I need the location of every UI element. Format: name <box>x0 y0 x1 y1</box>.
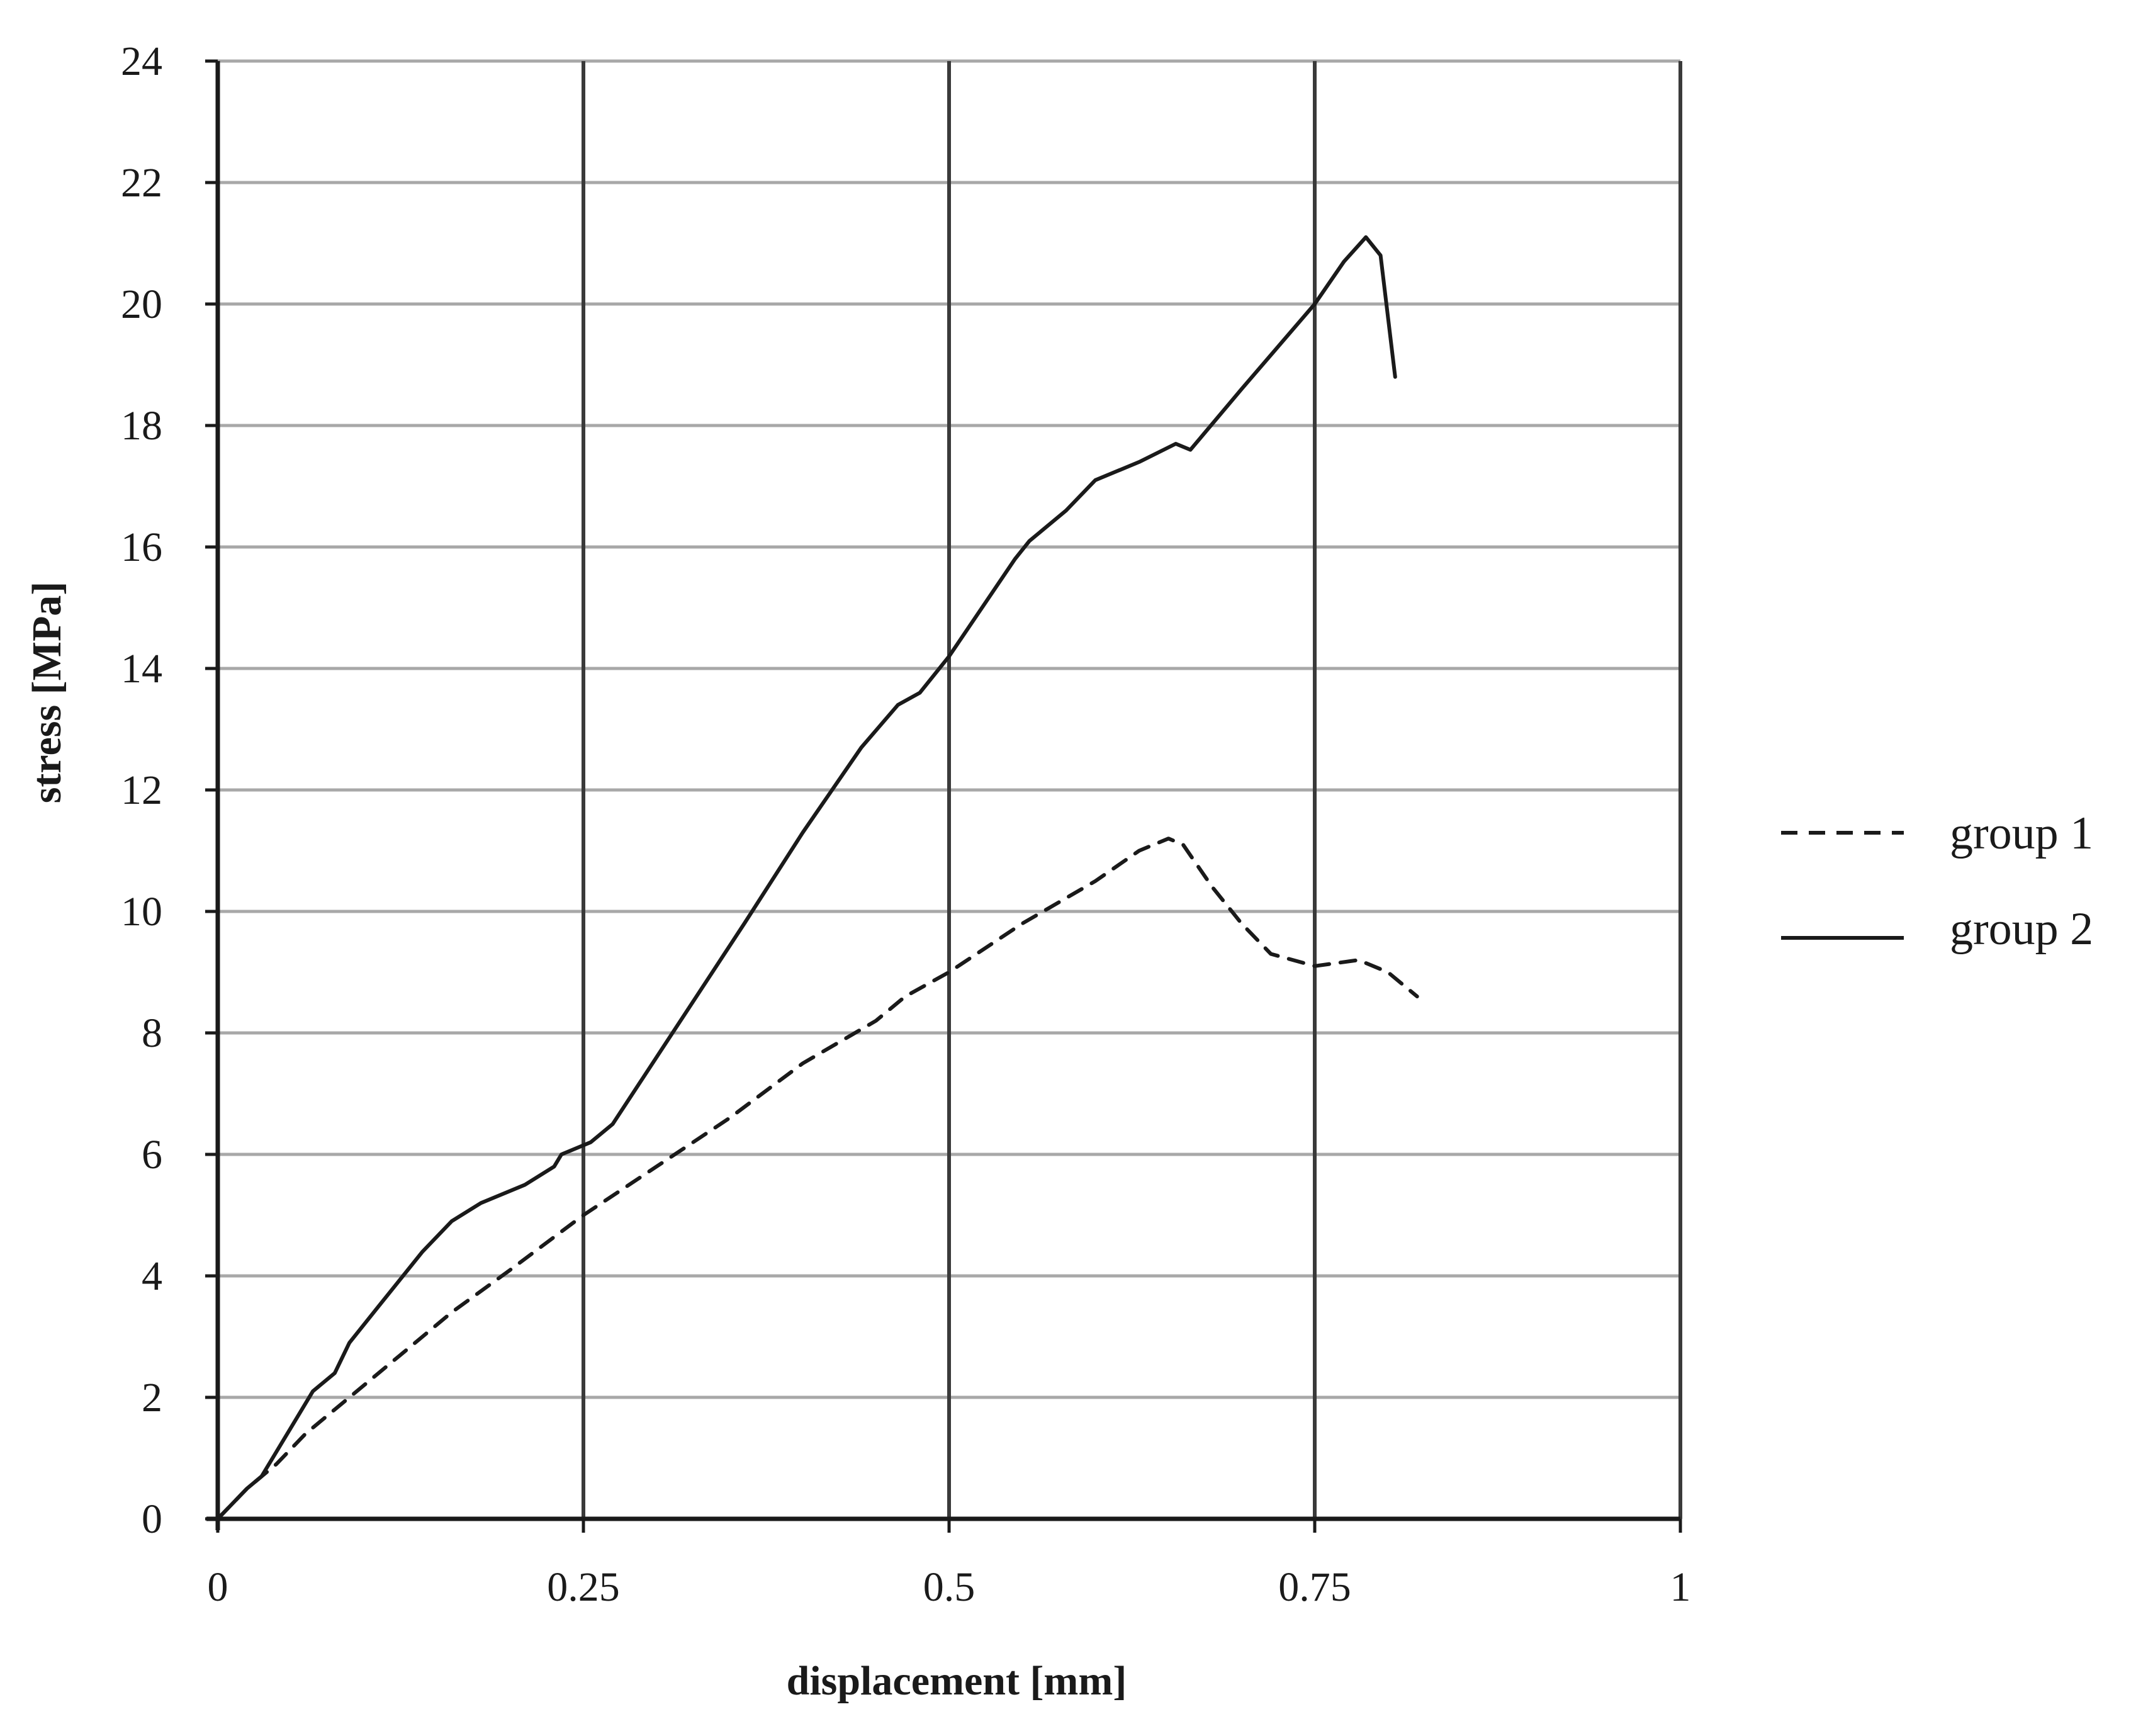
y-axis-title: stress [MPa] <box>24 582 70 804</box>
x-axis-title: displacement [mm] <box>787 1658 1127 1704</box>
y-tick-label-10: 20 <box>121 281 162 327</box>
y-tick-label-12: 24 <box>121 38 162 84</box>
legend-label-group-2: group 2 <box>1950 903 2093 955</box>
y-tick-label-8: 16 <box>121 524 162 570</box>
x-tick-label-3: 0.75 <box>1278 1564 1351 1610</box>
x-tick-label-4: 1 <box>1670 1564 1691 1610</box>
y-tick-label-7: 14 <box>121 646 162 692</box>
y-tick-label-4: 8 <box>142 1010 162 1056</box>
grid <box>218 59 1682 1519</box>
y-tick-label-1: 2 <box>142 1375 162 1421</box>
series-line-group-2 <box>216 235 1397 1521</box>
series-line-group-1 <box>216 837 1419 1521</box>
axes <box>205 59 1682 1533</box>
x-tick-label-2: 0.5 <box>923 1564 976 1610</box>
y-tick-label-11: 22 <box>121 160 162 206</box>
x-tick-label-1: 0.25 <box>547 1564 620 1610</box>
x-tick-label-0: 0 <box>208 1564 228 1610</box>
legend-label-group-1: group 1 <box>1950 808 2093 859</box>
legend: group 1 group 2 <box>1781 808 2093 955</box>
y-tick-label-9: 18 <box>121 403 162 449</box>
y-tick-label-3: 6 <box>142 1132 162 1178</box>
y-tick-label-0: 0 <box>142 1496 162 1542</box>
y-tick-label-5: 10 <box>121 889 162 935</box>
series-lines <box>216 235 1419 1521</box>
y-tick-label-2: 4 <box>142 1253 162 1299</box>
y-tick-label-6: 12 <box>121 767 162 813</box>
